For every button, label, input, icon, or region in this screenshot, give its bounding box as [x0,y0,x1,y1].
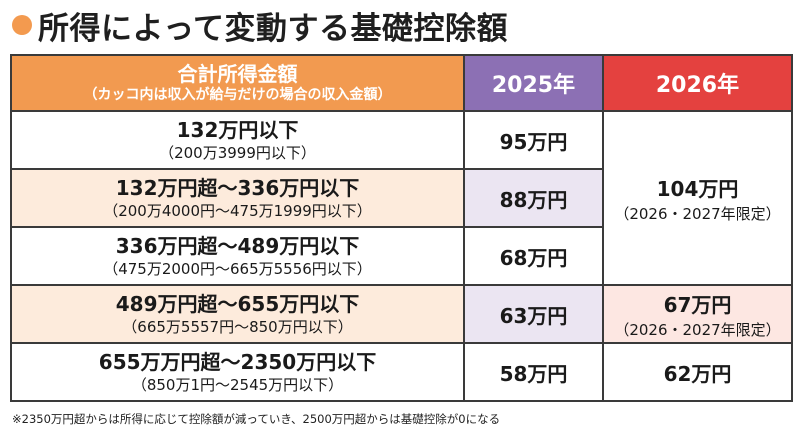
amount-2025: 88万円 [499,187,568,212]
amount-2026-cell: 62万円 [602,342,793,402]
salary-range: （850万1円～2545万円以下） [131,375,344,394]
amount-2026-cell: 67万円 （2026・2027年限定） [602,284,793,344]
table-row: 132万円超～336万円以下 （200万4000円～475万1999円以下） 8… [10,168,792,228]
income-range: 489万円超～655万円以下 [115,291,360,316]
amount-2026-cell: 104万円 （2026・2027年限定） [602,110,793,286]
header-income-title: 合計所得金額 [177,61,298,86]
amount-2025-cell: 58万円 [463,342,604,402]
income-cell: 489万円超～655万円以下 （665万5557円～850万円以下） [10,284,465,344]
income-cell: 132万円以下 （200万3999円以下） [10,110,465,170]
page-title: 所得によって変動する基礎控除額 [12,2,508,48]
amount-2025: 68万円 [499,245,568,270]
amount-2026: 104万円 [656,176,739,201]
income-range: 336万円超～489万円以下 [115,233,360,258]
amount-2026: 62万円 [663,361,732,386]
amount-2025: 58万円 [499,361,568,386]
table-header-row: 合計所得金額 （カッコ内は収入が給与だけの場合の収入金額） 2025年 2026… [10,54,793,112]
income-cell: 132万円超～336万円以下 （200万4000円～475万1999円以下） [10,168,465,228]
salary-range: （665万5557円～850万円以下） [122,317,353,336]
amount-2025-cell: 88万円 [463,168,604,228]
orange-bullet-icon [12,15,32,35]
header-2025-label: 2025年 [491,73,576,98]
income-range: 655万万円超～2350万円以下 [98,349,377,374]
amount-2025: 95万円 [499,129,568,154]
header-income-note: （カッコ内は収入が給与だけの場合の収入金額） [83,86,392,103]
header-income: 合計所得金額 （カッコ内は収入が給与だけの場合の収入金額） [10,54,465,112]
amount-2026-note: （2026・2027年限定） [614,204,781,223]
table-row: 132万円以下 （200万3999円以下） 95万円 104万円 （2026・2… [10,110,793,286]
amount-2025-cell: 68万円 [463,226,604,286]
table-row: 655万万円超～2350万円以下 （850万1円～2545万円以下） 58万円 … [10,342,793,402]
deduction-table: 合計所得金額 （カッコ内は収入が給与だけの場合の収入金額） 2025年 2026… [10,54,793,402]
income-range: 132万円超～336万円以下 [115,175,360,200]
page-title-text: 所得によって変動する基礎控除額 [38,10,509,47]
footnote: ※2350万円超からは所得に応じて控除額が減っていき、2500万円超からは基礎控… [12,412,501,426]
header-2026-label: 2026年 [655,73,740,98]
amount-2025-cell: 95万円 [463,110,604,170]
income-range: 132万円以下 [176,117,299,142]
income-cell: 655万万円超～2350万円以下 （850万1円～2545万円以下） [10,342,465,402]
table-row: 489万円超～655万円以下 （665万5557円～850万円以下） 63万円 … [10,284,793,344]
header-2025: 2025年 [463,54,604,112]
salary-range: （200万4000円～475万1999円以下） [103,201,372,220]
amount-2025-cell: 63万円 [463,284,604,344]
amount-2025: 63万円 [499,303,568,328]
amount-2026-note: （2026・2027年限定） [614,320,781,339]
header-2026: 2026年 [602,54,793,112]
table-row: 336万円超～489万円以下 （475万2000円～665万5556円以下） 6… [10,226,792,286]
salary-range: （200万3999円以下） [159,143,316,162]
income-cell: 336万円超～489万円以下 （475万2000円～665万5556円以下） [10,226,465,286]
amount-2026: 67万円 [663,292,732,317]
salary-range: （475万2000円～665万5556円以下） [103,259,372,278]
